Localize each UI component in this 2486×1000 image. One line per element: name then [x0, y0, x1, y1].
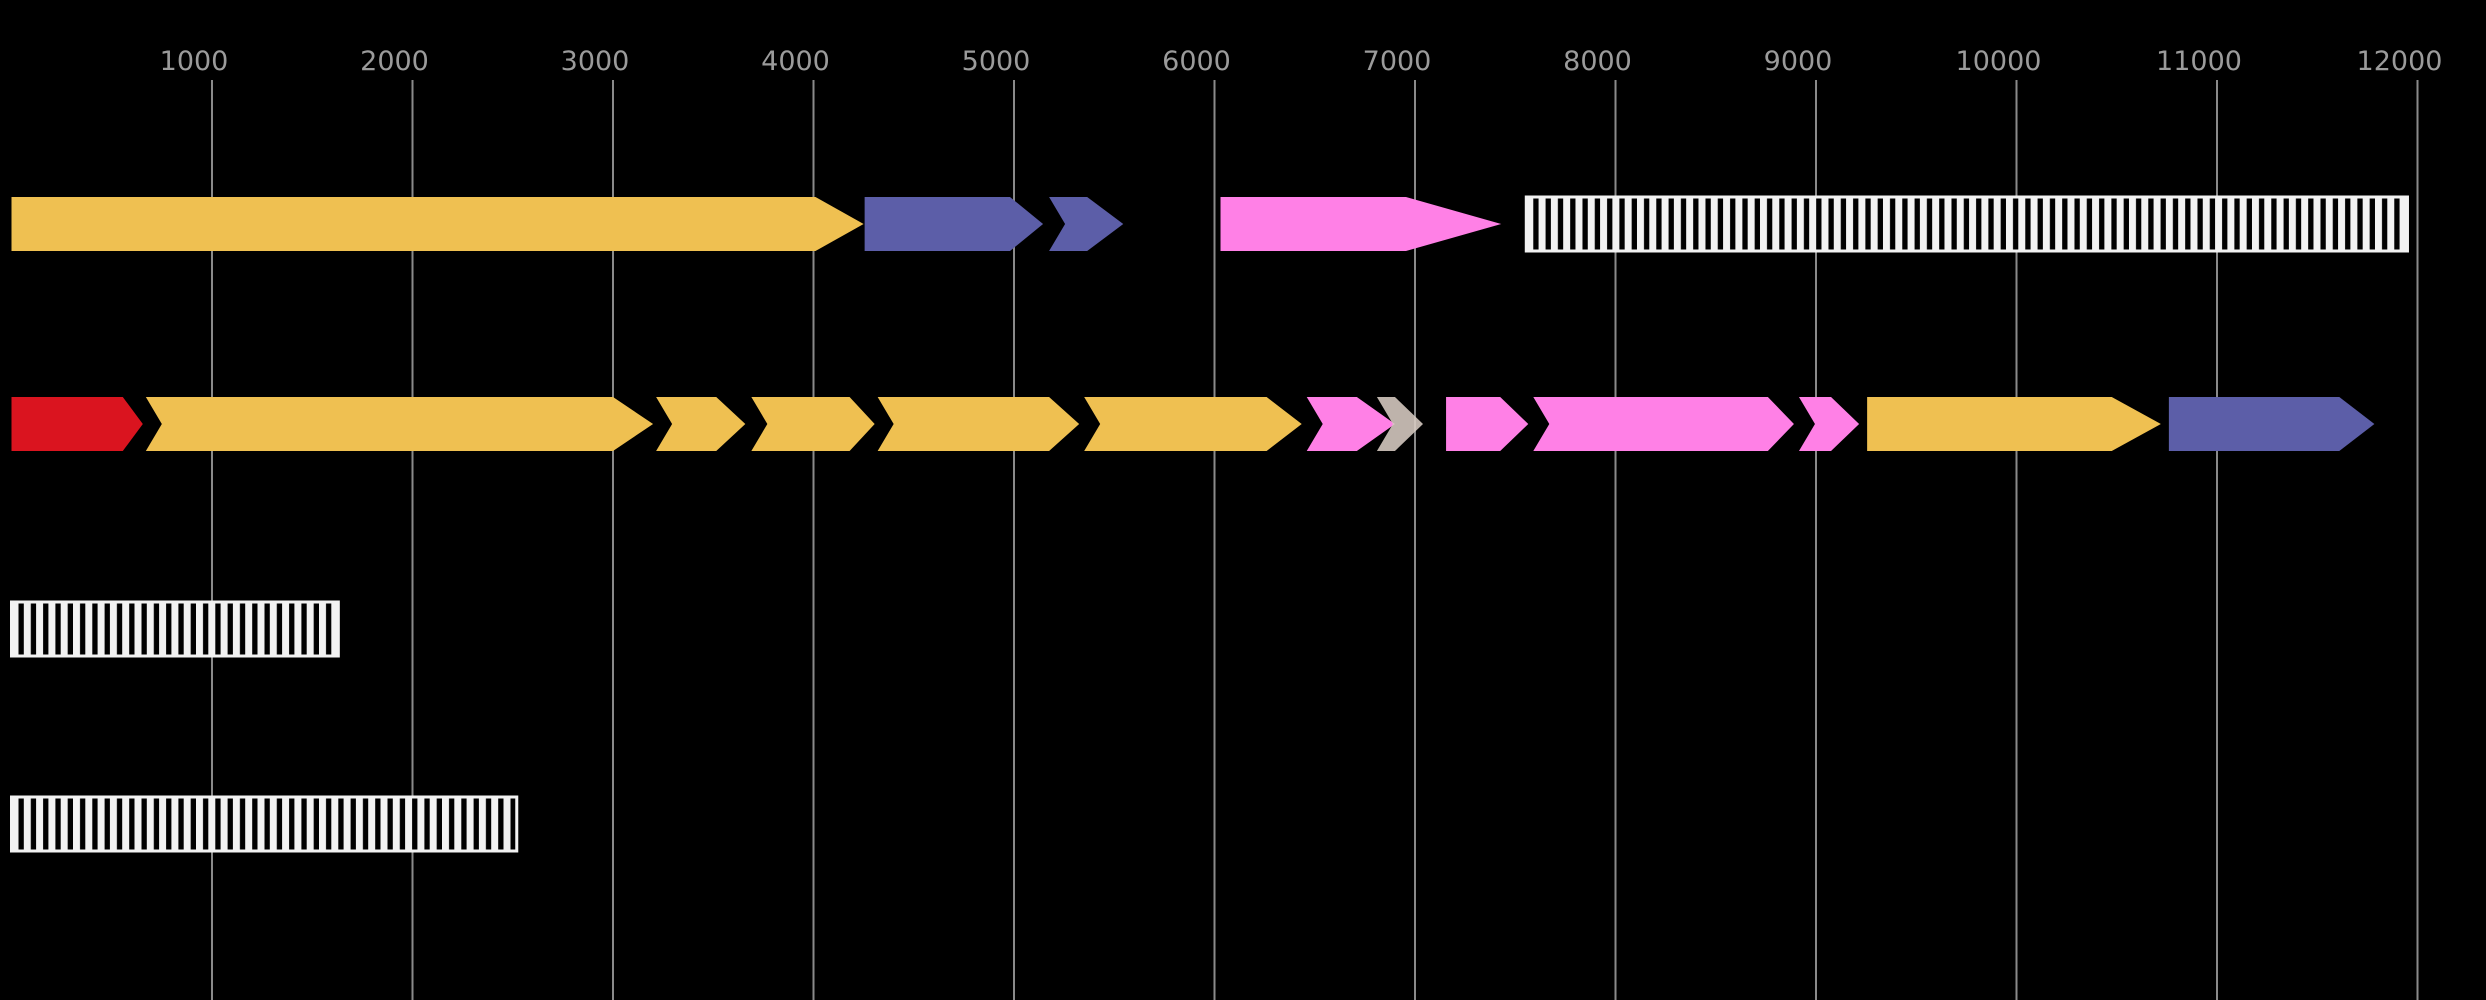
gene-arrow-gold [11, 197, 864, 251]
gene-arrow-pink [1533, 397, 1794, 451]
gene-arrow-gold [145, 397, 654, 451]
axis-tick-label: 12000 [2357, 46, 2443, 77]
gene-arrow-blue [864, 197, 1044, 251]
gene-arrow-gold [751, 397, 875, 451]
axis-tick-label: 9000 [1764, 46, 1833, 77]
striped-box-feature [10, 600, 340, 658]
axis-tick-label: 1000 [160, 46, 229, 77]
axis-tick-label: 3000 [561, 46, 630, 77]
gene-arrow-blue [2168, 397, 2375, 451]
striped-box-feature [1524, 195, 2409, 253]
axis-tick-label: 7000 [1363, 46, 1432, 77]
gene-arrow-gold [656, 397, 746, 451]
axis-tick-label: 5000 [962, 46, 1031, 77]
gene-arrow-blue [1049, 197, 1124, 251]
gene-arrow-gold [877, 397, 1080, 451]
gene-arrow-gold [1084, 397, 1302, 451]
gene-arrow-pink [1798, 397, 1860, 451]
axis-tick-label: 2000 [360, 46, 429, 77]
gene-arrow-gold [1867, 397, 2161, 451]
axis-tick-label: 10000 [1956, 46, 2042, 77]
gene-arrow-pink [1220, 197, 1502, 251]
gene-arrow-pink [1306, 397, 1395, 451]
gene-arrow-taupe [1376, 397, 1424, 451]
axis-tick-label: 11000 [2156, 46, 2242, 77]
axis-tick-label: 8000 [1563, 46, 1632, 77]
axis-tick-label: 4000 [761, 46, 830, 77]
gene-arrow-pink [1446, 397, 1529, 451]
gene-arrow-red [11, 397, 143, 451]
striped-box-feature [10, 795, 519, 853]
axis-tick-label: 6000 [1162, 46, 1231, 77]
